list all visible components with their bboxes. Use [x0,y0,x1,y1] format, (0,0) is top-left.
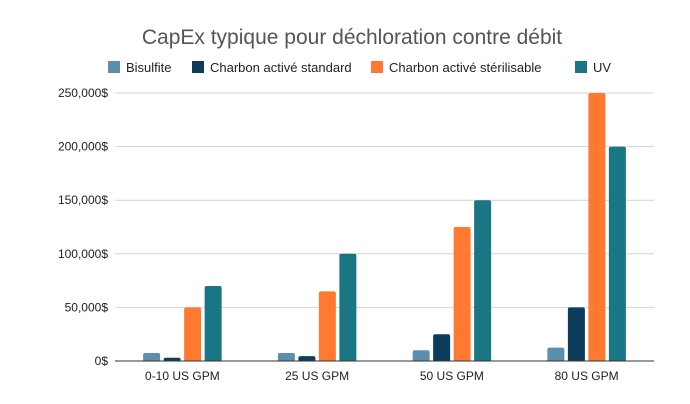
bar [143,352,161,361]
legend-swatch [192,61,204,73]
bar [298,356,316,361]
bar [433,334,451,361]
bar [204,285,222,361]
y-tick-label: 0$ [95,354,109,368]
legend-swatch [108,61,120,73]
bar [588,93,606,361]
bar [567,307,585,361]
chart-title: CapEx typique pour déchloration contre d… [142,26,562,49]
x-axis: 0-10 US GPM 25 US GPM 50 US GPM 80 US GPM [115,360,654,383]
bar [453,227,471,361]
x-tick-label: 25 US GPM [285,369,349,383]
bar [412,350,430,361]
gridlines [115,92,654,308]
legend: Bisulfite Charbon activé standard Charbon … [108,60,611,75]
legend-swatch [371,61,383,73]
bar [318,291,336,361]
y-tick-label: 50,000$ [65,300,109,314]
x-tick-label: 80 US GPM [555,369,619,383]
legend-label: Charbon activé standard [210,60,352,75]
x-tick-label: 50 US GPM [420,369,484,383]
bar [608,146,626,361]
x-tick-label: 0-10 US GPM [145,369,220,383]
legend-label: Bisulfite [126,60,172,75]
y-tick-label: 100,000$ [58,247,108,261]
legend-label: UV [593,60,611,75]
y-axis: 0$ 50,000$ 100,000$ 150,000$ 200,000$ 250,000… [58,86,108,368]
bar [277,352,295,361]
y-tick-label: 150,000$ [58,193,108,207]
y-tick-label: 200,000$ [58,140,108,154]
bar [184,307,202,361]
legend-swatch [575,61,587,73]
bars [143,93,626,361]
bar [339,253,357,361]
y-tick-label: 250,000$ [58,86,108,100]
bar [474,200,492,361]
legend-label: Charbon activé stérilisable [389,60,541,75]
bar [547,347,565,361]
bar [163,357,181,361]
